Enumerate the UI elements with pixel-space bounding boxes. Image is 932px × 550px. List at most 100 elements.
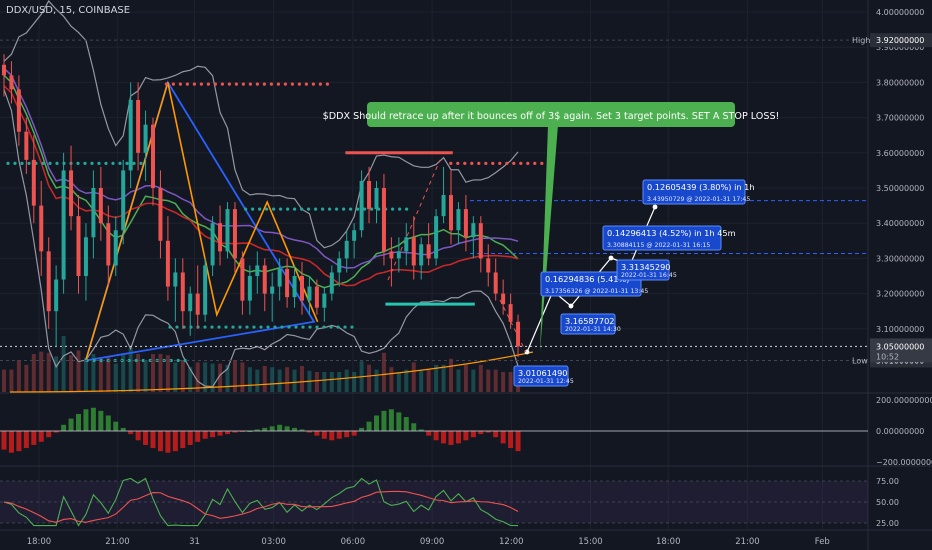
- measurement-label: 0.16294836 (5.41%) 3.17356326 @ 2022-01-3…: [540, 271, 648, 297]
- support-dots: [41, 161, 45, 165]
- volume-bar: [24, 364, 29, 392]
- support-dots: [308, 325, 312, 329]
- support-dots: [321, 207, 325, 211]
- resistance-dots: [498, 161, 502, 165]
- candle-body: [128, 100, 133, 171]
- path-point: [608, 255, 614, 261]
- price-axis[interactable]: 4.00000000 3.90000000 3.80000000 3.70000000…: [852, 8, 932, 368]
- candle-body: [39, 205, 44, 252]
- candle-body: [46, 251, 51, 312]
- support-dots: [300, 207, 304, 211]
- price-tick-label: 3.50000000: [876, 184, 924, 193]
- oscillator-bar: [187, 431, 193, 445]
- volume-bar: [9, 369, 14, 392]
- resistance-dots: [227, 82, 231, 86]
- support-dots: [301, 325, 305, 329]
- support-dots: [405, 207, 409, 211]
- oscillator-bar: [381, 410, 387, 431]
- measurement-value: 3.01061490: [518, 368, 568, 378]
- support-dots: [224, 325, 228, 329]
- oscillator-bar: [374, 415, 379, 431]
- support-dots: [111, 161, 115, 165]
- volume-bar: [277, 369, 282, 392]
- volume-bar: [374, 369, 379, 392]
- volume-bar: [270, 367, 275, 392]
- support-dots: [294, 325, 298, 329]
- candle-body: [151, 124, 155, 188]
- oscillator-bar: [448, 431, 454, 445]
- oscillator-bar: [277, 424, 283, 431]
- candle-body: [210, 223, 215, 266]
- candle-body: [449, 195, 453, 231]
- resistance-dots: [255, 82, 259, 86]
- candle-body: [54, 279, 59, 312]
- candle-body: [359, 180, 364, 231]
- volume-bar: [426, 369, 431, 392]
- support-dots: [265, 207, 269, 211]
- measurement-box: [642, 179, 746, 205]
- time-tick-label: 06:00: [341, 537, 366, 547]
- volume-bar: [2, 369, 6, 392]
- candle-body: [434, 216, 439, 259]
- oscillator-bar: [31, 431, 37, 445]
- volume-bar: [136, 354, 141, 392]
- candle-body: [307, 286, 312, 301]
- candle-body: [31, 159, 36, 206]
- time-tick-label: 03:00: [261, 537, 286, 547]
- oscillator-bar: [195, 431, 201, 442]
- candle-body: [143, 124, 148, 153]
- oscillator-bar: [113, 421, 119, 431]
- oscillator-tick-label: 200.00000000: [876, 396, 932, 405]
- candle-body: [344, 240, 349, 259]
- resistance-dots: [290, 82, 294, 86]
- support-dots: [97, 161, 101, 165]
- support-dots: [251, 207, 255, 211]
- candle-body: [255, 265, 260, 276]
- measurement-value: 0.16294836 (5.41%): [545, 274, 630, 284]
- volume-bar: [344, 369, 349, 392]
- support-dots: [272, 207, 276, 211]
- volume-bar: [106, 356, 111, 392]
- measurement-time: 2022-01-31 16:45: [621, 272, 677, 279]
- rsi-line: [3, 477, 519, 527]
- candle-body: [9, 75, 14, 90]
- resistance-dots: [199, 82, 203, 86]
- candle-body: [508, 304, 513, 322]
- oscillator-bar: [433, 431, 439, 441]
- volume-bar: [210, 363, 215, 392]
- candle-body: [247, 276, 252, 301]
- support-dots: [286, 207, 290, 211]
- volume-bar: [128, 348, 133, 392]
- volume-bar: [31, 354, 36, 392]
- measurement-label: 0.12605439 (3.80%) in 1h 3.43950729 @ 202…: [642, 179, 755, 205]
- volume-bar: [180, 360, 185, 392]
- volume-bar: [61, 336, 66, 392]
- resistance-dots: [164, 82, 168, 86]
- volume-bar: [456, 369, 461, 392]
- volume-bar: [478, 364, 483, 392]
- volume-bar: [314, 372, 319, 392]
- oscillator-bar: [329, 431, 335, 441]
- oscillator-bar: [128, 431, 134, 435]
- support-dots: [48, 161, 52, 165]
- support-dots: [335, 207, 339, 211]
- candle-body: [314, 286, 319, 308]
- oscillator-bar: [53, 431, 59, 433]
- oscillator-pane: 200.00000000 0.00000000 −200.00000000: [0, 396, 932, 467]
- oscillator-bar: [359, 427, 365, 431]
- oscillator-bar: [418, 429, 424, 431]
- oscillator-bar: [98, 410, 104, 431]
- prediction-line: [499, 299, 527, 353]
- volume-bar: [322, 372, 327, 392]
- price-tick-label: 3.20000000: [876, 290, 924, 299]
- moving-average-fast: [3, 74, 519, 289]
- time-axis[interactable]: 18:00 21:00 31 03:00 06:00 09:00 12:00 15:00 18:…: [27, 537, 830, 547]
- resistance-dots: [297, 82, 301, 86]
- candle-body: [98, 188, 103, 224]
- measurement-time: 3.43950729 @ 2022-01-31 17:45: [647, 195, 750, 203]
- price-tick-label: 3.70000000: [876, 114, 924, 123]
- support-dots: [90, 161, 94, 165]
- moving-average-long: [9, 351, 534, 393]
